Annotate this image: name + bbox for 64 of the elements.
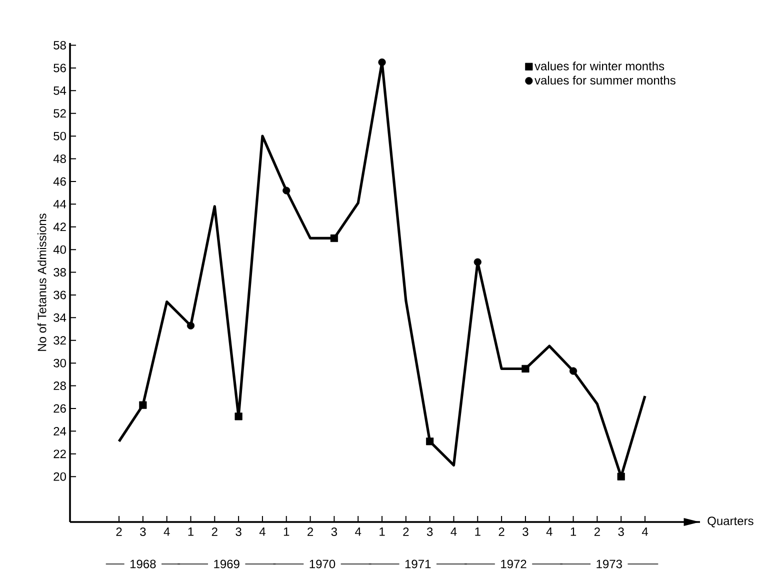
text: 1968 bbox=[130, 560, 156, 568]
text: 1972 bbox=[501, 560, 526, 568]
x-tick-label: 4 bbox=[164, 528, 170, 536]
x-tick-label: 3 bbox=[236, 528, 242, 536]
x-tick-label: 3 bbox=[618, 528, 624, 536]
x-tick-label: 1 bbox=[188, 528, 194, 536]
point bbox=[426, 438, 434, 446]
y-tick-label: 44 bbox=[53, 200, 66, 208]
text: 1973 bbox=[596, 560, 622, 568]
y-tick-label: 48 bbox=[53, 154, 66, 164]
y-tick-label: 58 bbox=[54, 41, 66, 50]
point bbox=[186, 322, 195, 330]
y-tick-label: 56 bbox=[54, 64, 66, 72]
y-tick-label: 24 bbox=[54, 426, 66, 436]
point bbox=[234, 412, 242, 420]
y-tick-label: 36 bbox=[54, 290, 66, 300]
y-tick-label: 30 bbox=[54, 358, 66, 368]
text: 1969 bbox=[214, 560, 240, 568]
x-tick-label: 3 bbox=[522, 528, 528, 536]
point bbox=[378, 58, 386, 66]
text: 1971 bbox=[405, 560, 431, 568]
x-tick-label: 2 bbox=[308, 528, 314, 536]
x-tick-label: 3 bbox=[426, 528, 433, 536]
x-tick-label: 4 bbox=[450, 528, 457, 536]
y-tick-label: 26 bbox=[54, 404, 66, 413]
x-tick-label: 3 bbox=[331, 528, 338, 536]
y-tick-label: 52 bbox=[54, 109, 66, 118]
point bbox=[330, 234, 338, 242]
y-tick-label: 28 bbox=[54, 382, 66, 390]
y-tick-label: 32 bbox=[54, 336, 66, 345]
x-tick-label: 1 bbox=[570, 528, 576, 536]
point bbox=[282, 186, 290, 194]
point bbox=[569, 367, 578, 375]
y-tick-label: 34 bbox=[54, 313, 66, 322]
x-tick-label: 4 bbox=[355, 528, 362, 536]
x-tick-label: 2 bbox=[212, 528, 218, 536]
x-tick-label: 3 bbox=[140, 528, 146, 536]
x-tick-label: 4 bbox=[546, 528, 552, 536]
y-tick-label: 54 bbox=[54, 86, 66, 95]
x-tick-label: 1 bbox=[284, 528, 290, 536]
text: 1970 bbox=[310, 560, 336, 568]
point bbox=[474, 258, 482, 266]
y-tick-label: 46 bbox=[53, 177, 66, 186]
x-tick-label: 2 bbox=[498, 528, 504, 536]
y-tick-label: 22 bbox=[54, 450, 66, 458]
y-tick-label: 38 bbox=[54, 268, 66, 277]
x-tick-label: 2 bbox=[116, 528, 122, 536]
x-tick-label: 2 bbox=[403, 528, 409, 536]
x-tick-label: 1 bbox=[475, 528, 480, 536]
x-tick-label: 4 bbox=[259, 528, 266, 536]
y-tick-label: 42 bbox=[53, 222, 66, 232]
y-tick-label: 20 bbox=[54, 472, 66, 481]
y-axis-title: No of Tetanus Admissions bbox=[37, 214, 46, 351]
point bbox=[522, 364, 530, 373]
y-tick-label: 50 bbox=[54, 132, 66, 140]
legend-label: values for summer months bbox=[534, 76, 676, 85]
y-tick-label: 40 bbox=[53, 245, 66, 254]
x-tick-label: 1 bbox=[380, 528, 385, 536]
point bbox=[139, 401, 147, 409]
x-tick-label: 4 bbox=[642, 528, 648, 536]
legend-label: values for winter months bbox=[534, 62, 664, 70]
point bbox=[617, 472, 625, 480]
x-axis-title: Quarters bbox=[708, 516, 754, 528]
x-tick-label: 2 bbox=[594, 528, 600, 536]
